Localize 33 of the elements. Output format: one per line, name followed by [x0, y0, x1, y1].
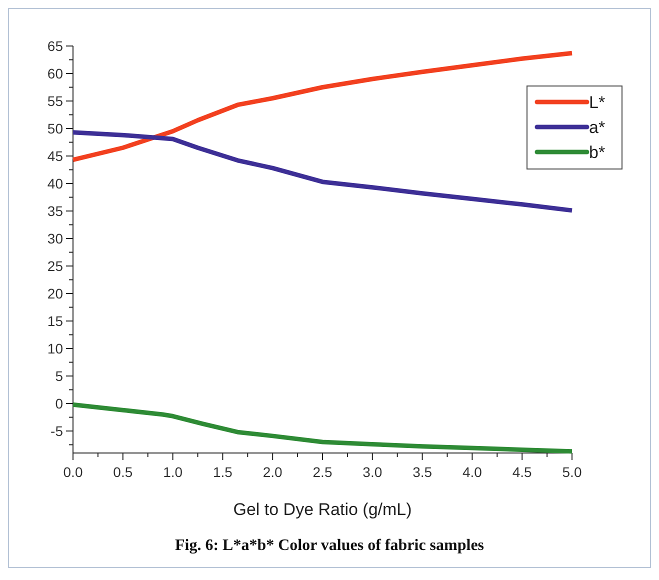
- line-series: [70, 130, 574, 213]
- y-tick-label: 60: [47, 65, 64, 82]
- y-tick-label: 20: [47, 285, 64, 302]
- y-tick-label: 45: [47, 148, 64, 164]
- x-tick-label: 0.0: [63, 464, 83, 480]
- y-tick-label: 30: [47, 230, 64, 246]
- x-tick-label: 1.0: [163, 464, 183, 480]
- y-tick-label: 5: [55, 368, 64, 384]
- caption: Fig. 6: L*a*b* Color values of fabric samples: [174, 537, 484, 554]
- y-tick-label: 50: [47, 120, 64, 136]
- y-tick-label: 65: [47, 38, 64, 54]
- y-tick-label: 40: [47, 175, 64, 192]
- x-tick-label: 2.5: [312, 464, 332, 480]
- x-tick-label: 5.0: [562, 464, 582, 480]
- x-axis-title: Gel to Dye Ratio (g/mL): [233, 500, 412, 519]
- y-tick-label: 15: [47, 312, 64, 329]
- line-series: [70, 50, 574, 162]
- y-tick-label: 55: [47, 92, 64, 109]
- x-tick-label: 0.5: [113, 464, 133, 480]
- y-tick-label: 0: [55, 395, 64, 412]
- x-tick-label: 3.5: [412, 464, 432, 480]
- y-tick-label: 10: [47, 340, 64, 356]
- y-tick-label: 35: [47, 202, 64, 219]
- x-tick-label: 3.0: [362, 464, 382, 480]
- legend-label: b*: [589, 142, 606, 162]
- x-tick-label: 4.0: [462, 464, 482, 480]
- x-tick-label: 2.0: [262, 464, 283, 480]
- y-tick-label: -5: [50, 422, 64, 439]
- y-tick-label: 25: [47, 258, 64, 274]
- legend-label: L*: [589, 92, 606, 112]
- x-tick-label: 4.5: [512, 464, 532, 480]
- x-tick-label: 1.5: [212, 464, 233, 480]
- legend-label: a*: [589, 118, 606, 137]
